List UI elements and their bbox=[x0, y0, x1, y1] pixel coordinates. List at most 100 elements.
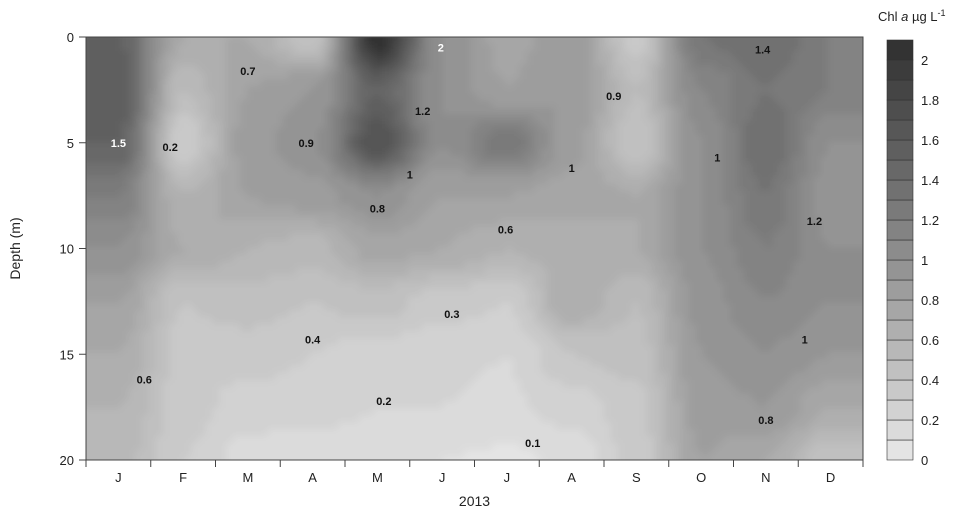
contour-cell bbox=[415, 86, 423, 94]
contour-cell bbox=[807, 142, 815, 150]
contour-cell bbox=[506, 261, 514, 269]
contour-cell bbox=[289, 317, 297, 325]
contour-cell bbox=[541, 114, 549, 122]
contour-cell bbox=[282, 142, 290, 150]
contour-cell bbox=[674, 65, 682, 73]
contour-cell bbox=[576, 219, 584, 227]
contour-cell bbox=[793, 65, 801, 73]
contour-cell bbox=[121, 156, 129, 164]
contour-cell bbox=[513, 254, 521, 262]
contour-cell bbox=[86, 128, 94, 136]
contour-cell bbox=[730, 205, 738, 213]
contour-cell bbox=[457, 233, 465, 241]
contour-cell bbox=[394, 100, 402, 108]
contour-cell bbox=[541, 72, 549, 80]
contour-cell bbox=[618, 177, 626, 185]
contour-cell bbox=[590, 149, 598, 157]
contour-cell bbox=[254, 331, 262, 339]
contour-cell bbox=[541, 30, 549, 38]
contour-cell bbox=[149, 79, 157, 87]
contour-cell bbox=[674, 324, 682, 332]
contour-cell bbox=[233, 37, 241, 45]
contour-cell bbox=[534, 303, 542, 311]
contour-cell bbox=[135, 219, 143, 227]
contour-cell bbox=[702, 163, 710, 171]
contour-cell bbox=[835, 226, 843, 234]
contour-cell bbox=[793, 268, 801, 276]
contour-cell bbox=[723, 177, 731, 185]
contour-cell bbox=[177, 177, 185, 185]
contour-cell bbox=[793, 30, 801, 38]
contour-cell bbox=[471, 289, 479, 297]
contour-cell bbox=[485, 37, 493, 45]
contour-cell bbox=[408, 58, 416, 66]
contour-cell bbox=[219, 303, 227, 311]
contour-cell bbox=[632, 142, 640, 150]
contour-cell bbox=[184, 128, 192, 136]
contour-cell bbox=[471, 191, 479, 199]
contour-cell bbox=[121, 184, 129, 192]
contour-cell bbox=[499, 268, 507, 276]
contour-cell bbox=[716, 303, 724, 311]
contour-cell bbox=[849, 37, 857, 45]
contour-cell bbox=[422, 254, 430, 262]
contour-cell bbox=[387, 275, 395, 283]
contour-cell bbox=[695, 65, 703, 73]
contour-cell bbox=[576, 289, 584, 297]
contour-cell bbox=[674, 142, 682, 150]
contour-cell bbox=[660, 226, 668, 234]
contour-cell bbox=[744, 191, 752, 199]
contour-cell bbox=[310, 100, 318, 108]
contour-cell bbox=[709, 331, 717, 339]
contour-cell bbox=[184, 156, 192, 164]
contour-cell bbox=[317, 205, 325, 213]
contour-cell bbox=[142, 198, 150, 206]
contour-cell bbox=[807, 44, 815, 52]
contour-cell bbox=[856, 324, 864, 332]
contour-cell bbox=[639, 247, 647, 255]
contour-cell bbox=[632, 331, 640, 339]
contour-cell bbox=[401, 128, 409, 136]
contour-cell bbox=[359, 268, 367, 276]
contour-cell bbox=[807, 289, 815, 297]
contour-cell bbox=[527, 44, 535, 52]
contour-cell bbox=[772, 107, 780, 115]
contour-cell bbox=[464, 100, 472, 108]
contour-cell bbox=[436, 303, 444, 311]
contour-cell bbox=[499, 303, 507, 311]
contour-cell bbox=[779, 310, 787, 318]
contour-cell bbox=[527, 282, 535, 290]
contour-cell bbox=[93, 317, 101, 325]
contour-cell bbox=[352, 114, 360, 122]
contour-cell bbox=[786, 247, 794, 255]
contour-cell bbox=[849, 72, 857, 80]
contour-cell bbox=[303, 289, 311, 297]
contour-cell bbox=[744, 170, 752, 178]
contour-cell bbox=[744, 107, 752, 115]
contour-cell bbox=[576, 317, 584, 325]
contour-cell bbox=[100, 296, 108, 304]
contour-cell bbox=[744, 247, 752, 255]
contour-cell bbox=[429, 51, 437, 59]
contour-cell bbox=[331, 233, 339, 241]
contour-cell bbox=[93, 128, 101, 136]
contour-cell bbox=[814, 282, 822, 290]
contour-cell bbox=[562, 226, 570, 234]
contour-cell bbox=[772, 51, 780, 59]
contour-cell bbox=[478, 233, 486, 241]
contour-cell bbox=[520, 226, 528, 234]
contour-cell bbox=[338, 100, 346, 108]
contour-cell bbox=[688, 65, 696, 73]
contour-cell bbox=[569, 72, 577, 80]
contour-cell bbox=[205, 198, 213, 206]
contour-cell bbox=[695, 247, 703, 255]
contour-cell bbox=[135, 128, 143, 136]
contour-cell bbox=[639, 261, 647, 269]
contour-cell bbox=[793, 254, 801, 262]
contour-cell bbox=[800, 93, 808, 101]
contour-cell bbox=[611, 303, 619, 311]
contour-cell bbox=[219, 163, 227, 171]
contour-cell bbox=[485, 324, 493, 332]
contour-cell bbox=[177, 226, 185, 234]
contour-cell bbox=[268, 114, 276, 122]
